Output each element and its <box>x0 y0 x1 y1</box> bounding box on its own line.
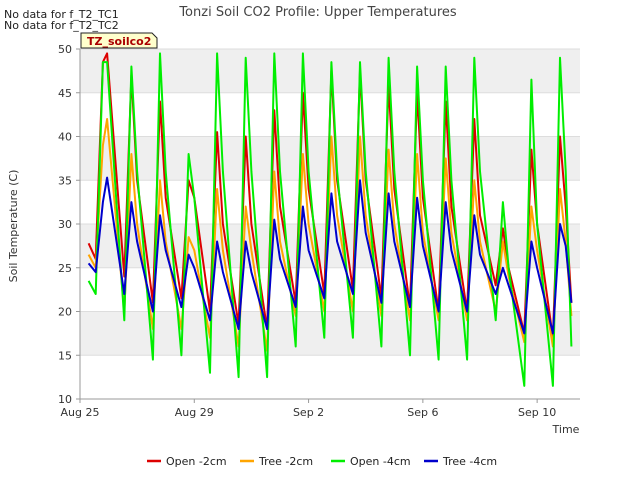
legend: Open -2cm Tree -2cm Open -4cm Tree -4cm <box>147 455 497 468</box>
legend-label: Tree -2cm <box>258 455 313 468</box>
y-tick-label: 40 <box>58 131 72 144</box>
legend-label: Open -4cm <box>350 455 411 468</box>
y-tick-label: 30 <box>58 218 72 231</box>
x-axis-label: Time <box>552 423 580 436</box>
y-tick-label: 45 <box>58 87 72 100</box>
chart-title: Tonzi Soil CO2 Profile: Upper Temperatur… <box>178 5 457 20</box>
site-badge-box <box>80 32 158 49</box>
y-axis-label: Soil Temperature (C) <box>7 170 20 283</box>
y-tick-label: 50 <box>58 43 72 56</box>
series-line <box>87 176 573 335</box>
y-tick-label: 15 <box>58 349 72 362</box>
x-tick-label: Sep 2 <box>293 406 324 419</box>
x-tick-label: Sep 6 <box>407 406 438 419</box>
y-tick-label: 25 <box>58 262 72 275</box>
y-tick-label: 20 <box>58 306 72 319</box>
x-tick-label: Sep 10 <box>518 406 556 419</box>
no-data-note-1: No data for f_T2_TC1 <box>4 8 119 21</box>
legend-label: Open -2cm <box>166 455 227 468</box>
series-layer <box>87 52 573 387</box>
legend-label: Tree -4cm <box>442 455 497 468</box>
y-tick-label: 10 <box>58 393 72 406</box>
series-line <box>87 52 573 387</box>
no-data-note-2: No data for f_T2_TC2 <box>4 19 119 32</box>
site-badge: TZ_soilco2 <box>80 32 158 49</box>
axes: 10 15 20 25 30 35 40 45 50 Aug 25 Aug 29 Sep 2 Sep 6… <box>58 43 580 419</box>
y-tick-label: 35 <box>58 174 72 187</box>
x-tick-label: Aug 25 <box>61 406 100 419</box>
site-badge-label: TZ_soilco2 <box>87 35 151 48</box>
grid-band <box>80 311 580 356</box>
x-tick-label: Aug 29 <box>175 406 214 419</box>
